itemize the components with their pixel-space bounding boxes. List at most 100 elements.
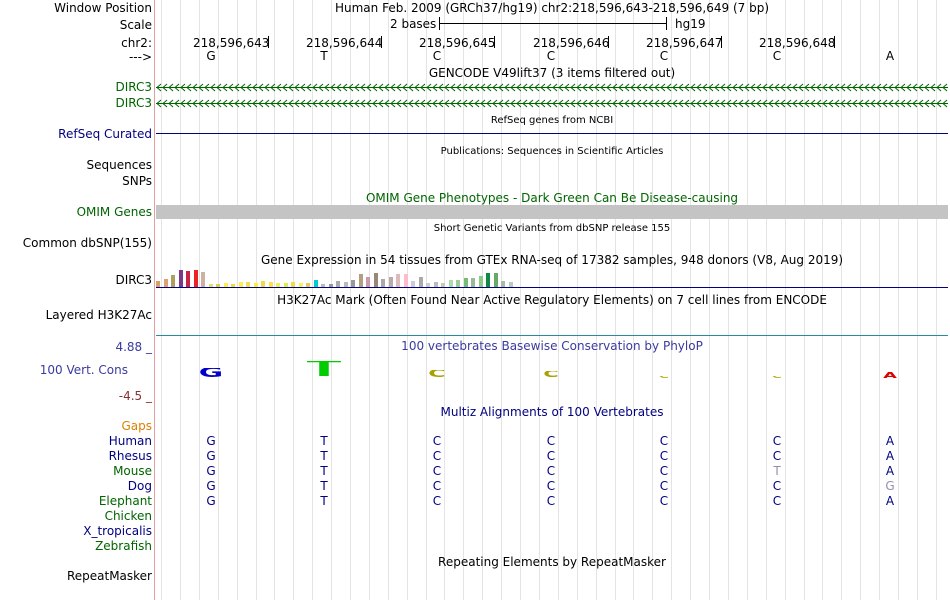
gencode-item-2-intron — [156, 97, 948, 110]
gtex-bar — [231, 284, 235, 287]
grid-line — [520, 0, 521, 600]
alignment-base: C — [772, 479, 782, 493]
alignment-base: C — [432, 434, 442, 448]
species-label[interactable]: Chicken — [104, 509, 152, 523]
conservation-logo[interactable]: C — [414, 370, 460, 378]
multiz-gaps-label[interactable]: Gaps — [121, 419, 152, 433]
alignment-base: A — [885, 434, 895, 448]
omim-label[interactable]: OMIM Genes — [76, 205, 152, 219]
conservation-logo[interactable]: T — [301, 361, 347, 378]
gtex-label[interactable]: DIRC3 — [115, 273, 152, 287]
gtex-bar — [366, 277, 370, 287]
grid-line — [426, 0, 427, 600]
gtex-bar — [261, 281, 265, 287]
alignment-base: A — [885, 494, 895, 508]
conservation-logo-glyph: C — [754, 376, 800, 378]
gtex-bar — [268, 282, 273, 287]
gtex-baseline — [156, 287, 948, 288]
gtex-bar — [283, 283, 288, 287]
species-label[interactable]: Elephant — [98, 494, 152, 508]
gtex-bar — [276, 283, 280, 287]
ruler-position[interactable]: 218,596,643 — [193, 36, 270, 50]
window-position-label: Window Position — [54, 1, 152, 15]
species-label[interactable]: Dog — [127, 479, 152, 493]
gencode-item-2-label[interactable]: DIRC3 — [115, 96, 152, 110]
refseq-track[interactable] — [156, 133, 948, 134]
omim-title: OMIM Gene Phenotypes - Dark Green Can Be… — [365, 191, 739, 205]
species-label[interactable]: Zebrafish — [95, 539, 152, 553]
alignment-base: C — [659, 434, 669, 448]
gtex-bar — [313, 280, 318, 287]
alignment-base: T — [320, 449, 328, 463]
grid-line — [463, 0, 464, 600]
repeatmasker-title: Repeating Elements by RepeatMasker — [438, 555, 666, 569]
alignment-base: C — [772, 434, 782, 448]
species-label[interactable]: Human — [108, 434, 152, 448]
gencode-item-2-track[interactable] — [156, 97, 948, 110]
h3k27ac-title: H3K27Ac Mark (Often Found Near Active Re… — [277, 293, 827, 307]
gtex-bar — [403, 274, 408, 287]
scale-bar-left-tick — [439, 17, 440, 30]
grid-line — [180, 0, 181, 600]
ruler-position[interactable]: 218,596,645 — [419, 36, 496, 50]
ruler-tick — [381, 36, 382, 48]
gtex-bar — [328, 284, 333, 287]
grid-line — [671, 0, 672, 600]
h3k27ac-label[interactable]: Layered H3K27Ac — [45, 308, 152, 322]
alignment-base: T — [320, 494, 328, 508]
gencode-item-1-label[interactable]: DIRC3 — [115, 80, 152, 94]
h3k27ac-baseline[interactable] — [156, 335, 948, 336]
conservation-logo-glyph: G — [198, 368, 224, 378]
grid-line — [785, 0, 786, 600]
conservation-logo[interactable]: A — [867, 372, 913, 378]
grid-line — [596, 0, 597, 600]
grid-line — [804, 0, 805, 600]
species-label[interactable]: Mouse — [113, 464, 152, 478]
gtex-bar — [388, 277, 393, 287]
alignment-base: C — [432, 494, 442, 508]
gtex-bar — [478, 276, 483, 287]
conservation-logo[interactable]: C — [754, 376, 800, 378]
refseq-title: RefSeq genes from NCBI — [490, 115, 614, 126]
grid-line — [558, 0, 559, 600]
ruler-position[interactable]: 218,596,646 — [533, 36, 610, 50]
conservation-logo[interactable]: C — [528, 371, 574, 378]
refseq-label[interactable]: RefSeq Curated — [58, 127, 152, 141]
species-label[interactable]: Rhesus — [108, 449, 152, 463]
grid-line — [539, 0, 540, 600]
ruler-position[interactable]: 218,596,648 — [759, 36, 836, 50]
publications-sequences-label[interactable]: Sequences — [86, 158, 152, 172]
gtex-bar — [321, 284, 325, 287]
alignment-base: C — [659, 479, 669, 493]
gtex-bar — [223, 283, 228, 287]
scale-text: 2 bases — [390, 17, 437, 31]
conservation-logo-glyph: C — [428, 370, 446, 378]
window-position-text[interactable]: Human Feb. 2009 (GRCh37/hg19) chr2:218,5… — [334, 1, 770, 15]
gencode-item-1-track[interactable] — [156, 81, 948, 94]
gtex-bar — [411, 281, 415, 287]
alignment-base: C — [772, 449, 782, 463]
alignment-base: T — [320, 434, 328, 448]
grid-line — [444, 0, 445, 600]
dbsnp-label[interactable]: Common dbSNP(155) — [22, 236, 152, 250]
gtex-bar — [156, 281, 160, 287]
repeatmasker-label[interactable]: RepeatMasker — [66, 569, 152, 583]
alignment-base: G — [206, 464, 216, 478]
multiz-title: Multiz Alignments of 100 Vertebrates — [440, 405, 664, 419]
conservation-logo[interactable]: G — [188, 368, 234, 378]
alignment-base: T — [320, 464, 328, 478]
ruler-position[interactable]: 218,596,644 — [306, 36, 383, 50]
conservation-logo[interactable]: C — [641, 376, 687, 378]
conservation-label[interactable]: 100 Vert. Cons — [39, 363, 128, 377]
species-label[interactable]: X_tropicalis — [83, 524, 152, 538]
ruler-position[interactable]: 218,596,647 — [646, 36, 723, 50]
ruler-tick — [494, 36, 495, 48]
grid-line — [161, 0, 162, 600]
alignment-base: C — [432, 449, 442, 463]
gtex-bar — [343, 282, 348, 287]
publications-snps-label[interactable]: SNPs — [122, 174, 152, 188]
omim-track[interactable] — [156, 205, 948, 219]
gtex-track[interactable] — [156, 266, 948, 288]
grid-line — [274, 0, 275, 600]
grid-line — [256, 0, 257, 600]
